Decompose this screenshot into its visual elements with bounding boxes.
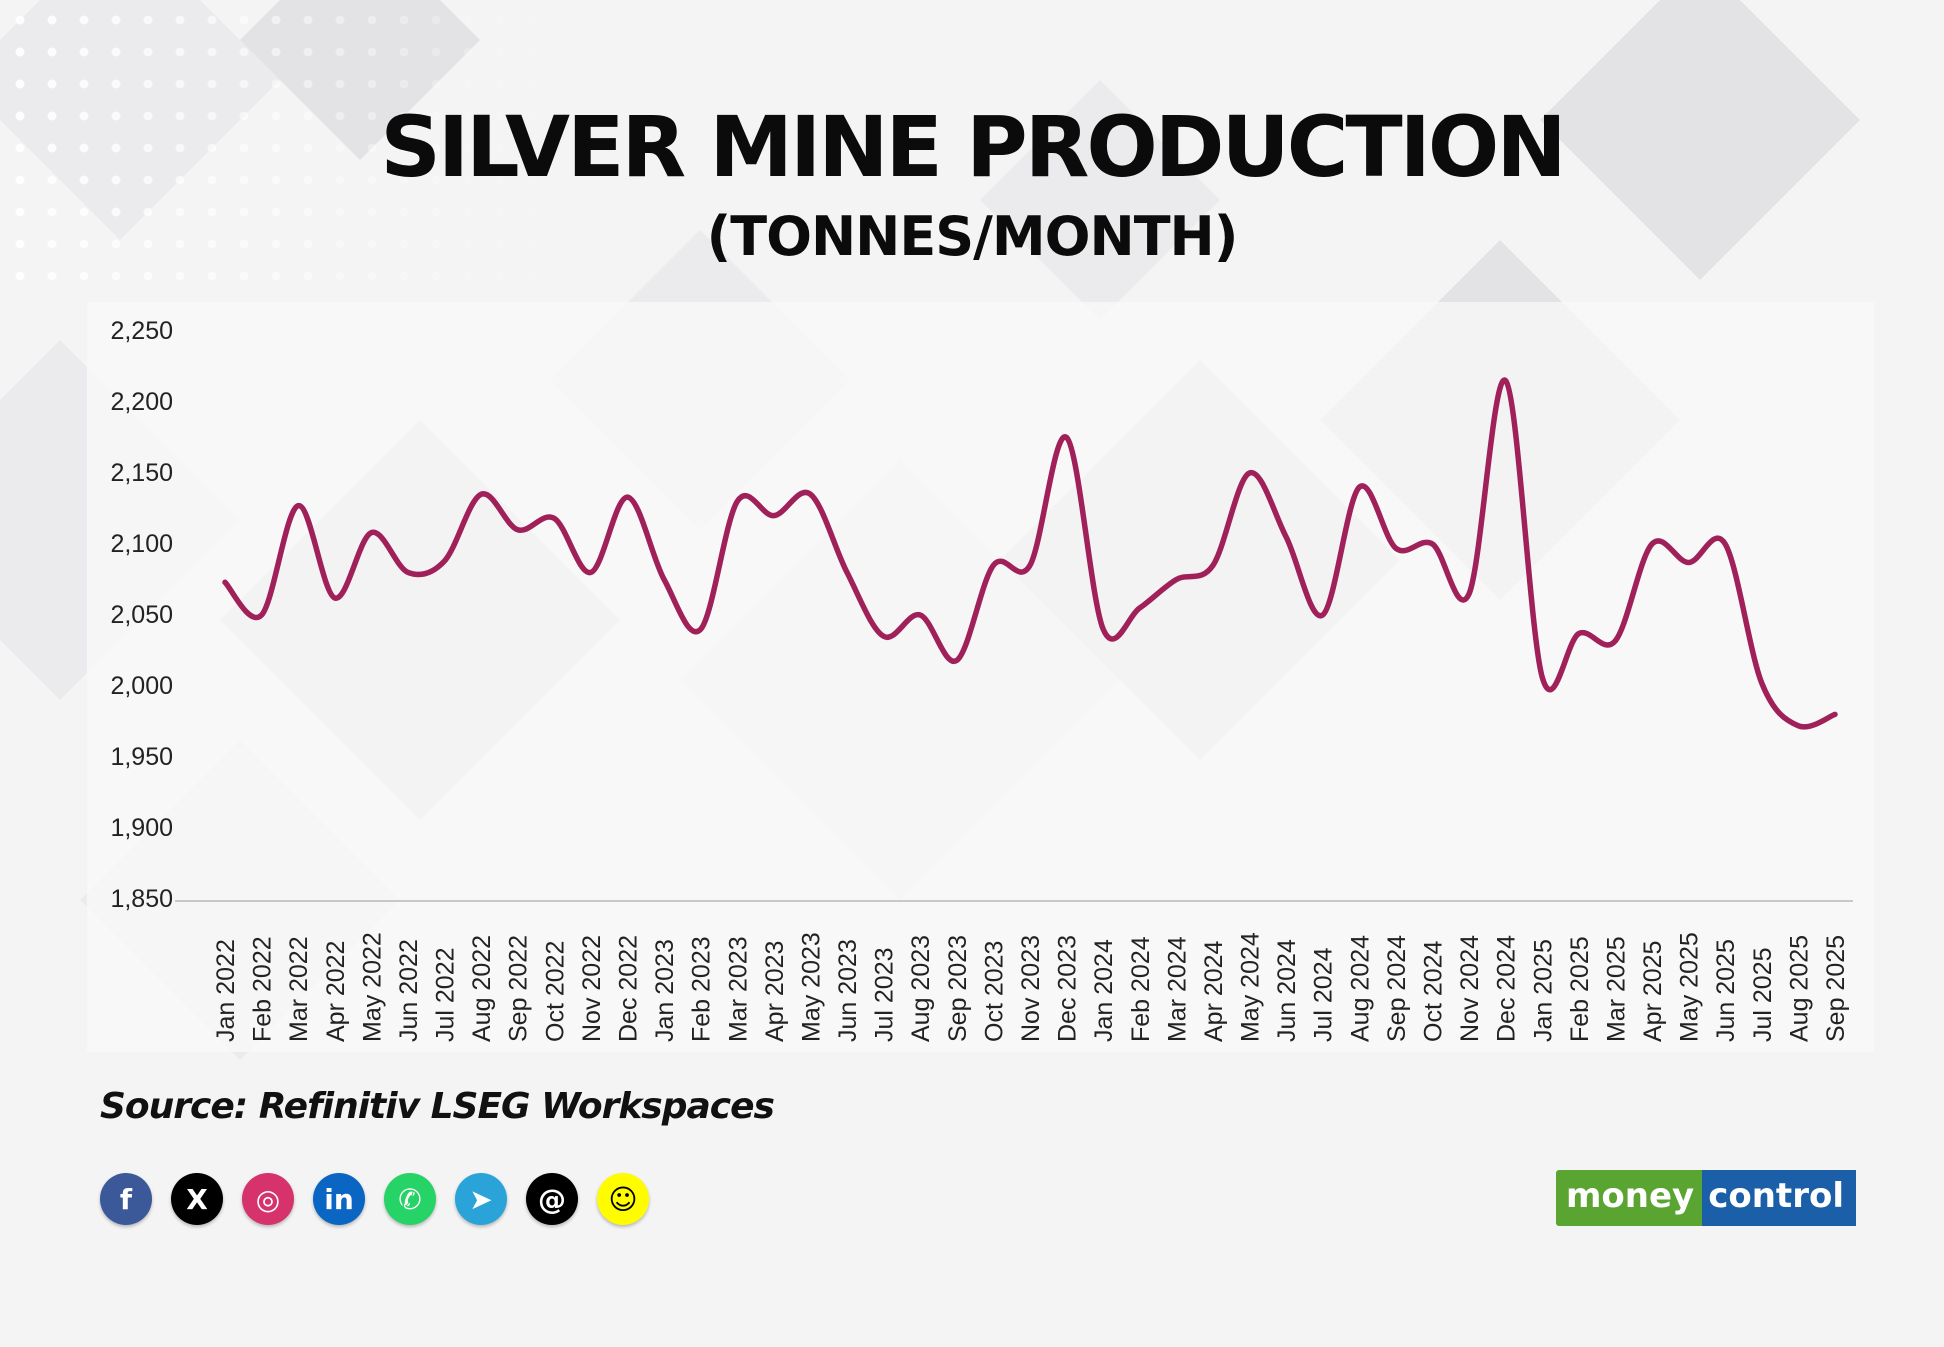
x-tick-label: Jul 2022 — [432, 947, 460, 1042]
x-tick-label: Oct 2024 — [1420, 940, 1448, 1042]
logo-control-text: control — [1702, 1170, 1856, 1226]
y-tick-label: 1,900 — [110, 814, 173, 842]
x-tick-label: Oct 2022 — [541, 941, 569, 1042]
whatsapp-icon[interactable]: ✆ — [384, 1173, 436, 1225]
x-tick-label: Aug 2023 — [907, 935, 935, 1042]
x-tick-label: Mar 2022 — [285, 936, 313, 1042]
x-tick-label: Apr 2024 — [1200, 940, 1228, 1042]
chart-panel: 1,850 1,900 1,950 2,000 2,050 2,100 2,150 2,200… — [87, 302, 1874, 1052]
x-tick-label: Jan 2025 — [1529, 939, 1557, 1042]
x-tick-label: Apr 2025 — [1639, 941, 1667, 1042]
x-tick-label: Apr 2023 — [761, 941, 789, 1042]
logo-money-text: money — [1556, 1170, 1703, 1226]
instagram-icon[interactable]: ◎ — [242, 1173, 294, 1225]
x-tick-label: Dec 2023 — [1054, 935, 1082, 1042]
x-tick-label: May 2023 — [797, 932, 825, 1042]
x-tick-label: Jan 2022 — [212, 939, 240, 1042]
x-tick-label: Dec 2022 — [615, 935, 643, 1042]
bg-diamond — [240, 0, 480, 160]
x-tick-label: Mar 2024 — [1163, 936, 1191, 1042]
x-tick-label: Jul 2023 — [871, 947, 899, 1042]
x-tick-label: Nov 2022 — [578, 935, 606, 1042]
x-tick-label: Dec 2024 — [1493, 935, 1521, 1042]
x-tick-label: Apr 2022 — [322, 941, 350, 1042]
x-tick-label: May 2024 — [1237, 932, 1265, 1042]
social-icons-row: f X ◎ in ✆ ➤ @ ☺ — [100, 1173, 649, 1225]
x-tick-label: Feb 2022 — [249, 936, 277, 1042]
x-tick-label: Jun 2024 — [1273, 939, 1301, 1042]
bg-diamond — [980, 80, 1220, 320]
linkedin-icon[interactable]: in — [313, 1173, 365, 1225]
x-tick-label: Jul 2025 — [1749, 947, 1777, 1042]
line-chart: 1,850 1,900 1,950 2,000 2,050 2,100 2,150 2,200… — [110, 317, 1853, 1042]
x-tick-label: Jun 2025 — [1712, 939, 1740, 1042]
x-tick-label: Feb 2024 — [1127, 936, 1155, 1042]
facebook-icon[interactable]: f — [100, 1173, 152, 1225]
x-tick-label: May 2022 — [358, 932, 386, 1042]
x-tick-label: May 2025 — [1676, 932, 1704, 1042]
y-tick-label: 2,200 — [110, 388, 173, 416]
x-tick-label: Sep 2024 — [1383, 935, 1411, 1042]
bg-diamond — [1540, 0, 1860, 280]
x-tick-label: Oct 2023 — [980, 941, 1008, 1042]
source-note: Source: Refinitiv LSEG Workspaces — [100, 1086, 775, 1127]
telegram-icon[interactable]: ➤ — [455, 1173, 507, 1225]
x-tick-label: Sep 2023 — [944, 935, 972, 1042]
y-tick-label: 1,950 — [110, 743, 173, 771]
x-tick-label: Nov 2023 — [1017, 935, 1045, 1042]
series-line — [222, 377, 1838, 730]
x-tick-label: Feb 2023 — [688, 936, 716, 1042]
x-tick-label: Sep 2022 — [505, 935, 533, 1042]
y-tick-label: 2,250 — [110, 317, 173, 345]
y-tick-label: 2,000 — [110, 672, 173, 700]
x-tick-label: Aug 2025 — [1785, 935, 1813, 1042]
x-tick-label: Feb 2025 — [1566, 936, 1594, 1042]
moneycontrol-logo: money control — [1556, 1170, 1856, 1226]
chart-subtitle: (TONNES/MONTH) — [706, 205, 1239, 268]
threads-icon[interactable]: @ — [526, 1173, 578, 1225]
x-tick-label: Jan 2023 — [651, 939, 679, 1042]
x-tick-label: Jul 2024 — [1310, 947, 1338, 1042]
x-tick-label: Mar 2025 — [1602, 936, 1630, 1042]
x-tick-label: Jun 2023 — [834, 939, 862, 1042]
x-tick-label: Nov 2024 — [1456, 935, 1484, 1042]
bg-dot-field — [15, 15, 569, 281]
x-tick-label: Sep 2025 — [1822, 935, 1850, 1042]
x-tick-label: Aug 2024 — [1346, 935, 1374, 1042]
x-tick-label: Mar 2023 — [724, 936, 752, 1042]
y-tick-label: 1,850 — [110, 885, 173, 913]
chart-title: SILVER MINE PRODUCTION — [380, 98, 1566, 196]
snapchat-icon[interactable]: ☺ — [597, 1173, 649, 1225]
x-tick-label: Jan 2024 — [1090, 939, 1118, 1042]
y-tick-label: 2,100 — [110, 530, 173, 558]
y-tick-label: 2,050 — [110, 601, 173, 629]
bg-diamond — [0, 0, 280, 240]
x-tick-label: Jun 2022 — [395, 939, 423, 1042]
x-tick-label: Aug 2022 — [468, 935, 496, 1042]
x-icon[interactable]: X — [171, 1173, 223, 1225]
y-tick-label: 2,150 — [110, 459, 173, 487]
